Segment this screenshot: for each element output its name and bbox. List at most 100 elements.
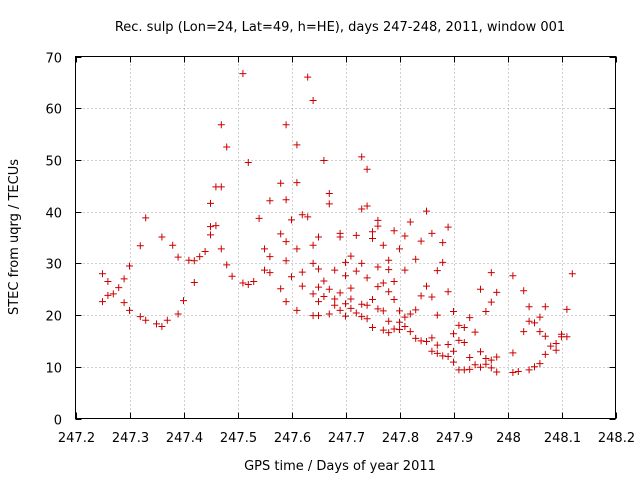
data-point xyxy=(433,349,441,357)
data-point xyxy=(163,316,171,324)
data-point xyxy=(487,269,495,277)
data-point xyxy=(282,196,290,204)
data-point xyxy=(277,285,285,293)
data-point xyxy=(325,310,333,318)
data-point xyxy=(390,277,398,285)
data-point xyxy=(525,366,533,374)
data-point xyxy=(304,73,312,81)
data-point xyxy=(266,253,274,261)
x-tick-label: 247.8 xyxy=(382,431,419,446)
data-point xyxy=(174,253,182,261)
data-point xyxy=(477,285,484,293)
data-point xyxy=(282,121,290,129)
data-point xyxy=(460,323,468,331)
data-point xyxy=(379,326,387,334)
data-point xyxy=(541,350,549,358)
data-point xyxy=(293,306,301,314)
data-point xyxy=(315,265,322,273)
data-point xyxy=(298,268,306,276)
data-point xyxy=(433,267,441,275)
data-point xyxy=(363,165,371,173)
x-tick-label: 247.6 xyxy=(274,431,311,446)
data-point xyxy=(406,310,414,318)
data-point xyxy=(385,256,393,264)
data-point xyxy=(185,256,193,264)
y-tick-label: 20 xyxy=(45,310,62,325)
data-point xyxy=(520,287,528,295)
data-point xyxy=(493,288,501,296)
data-point xyxy=(320,277,328,285)
data-point xyxy=(120,299,128,307)
data-point xyxy=(428,229,436,237)
data-point xyxy=(439,352,447,360)
data-point xyxy=(390,325,398,333)
y-tick-labels: 0 10 20 30 40 50 60 70 xyxy=(45,52,62,429)
data-point xyxy=(293,245,301,253)
x-axis-label: GPS time / Days of year 2011 xyxy=(244,459,436,474)
data-point xyxy=(552,346,560,354)
data-point xyxy=(347,252,355,260)
data-point xyxy=(325,190,333,198)
data-point xyxy=(347,295,355,303)
data-point xyxy=(196,253,204,261)
data-point xyxy=(342,258,349,266)
data-point xyxy=(433,311,441,319)
data-point xyxy=(374,283,382,291)
data-point xyxy=(417,237,425,245)
data-point xyxy=(315,298,322,306)
data-point xyxy=(385,288,393,296)
data-point xyxy=(417,337,425,345)
y-tick-label: 30 xyxy=(45,258,62,273)
data-point xyxy=(277,179,285,187)
data-point xyxy=(336,306,344,314)
data-point xyxy=(477,348,484,356)
x-tick-label: 247.9 xyxy=(436,431,473,446)
data-point xyxy=(136,242,144,250)
data-point xyxy=(466,314,474,322)
data-point xyxy=(466,365,474,373)
data-point xyxy=(401,232,409,240)
data-point xyxy=(282,238,290,246)
data-point xyxy=(358,205,366,213)
data-point xyxy=(352,309,360,317)
y-tick-label: 10 xyxy=(45,362,62,377)
data-point xyxy=(401,266,409,274)
data-point xyxy=(358,300,366,308)
data-point xyxy=(547,342,555,350)
x-tick-label: 247.7 xyxy=(328,431,365,446)
data-point xyxy=(379,279,387,287)
data-point xyxy=(207,223,214,231)
data-point xyxy=(482,307,490,315)
data-point xyxy=(568,270,576,278)
data-point xyxy=(158,233,166,241)
data-point xyxy=(433,341,441,349)
data-point xyxy=(342,300,349,308)
x-tick-label: 247.4 xyxy=(166,431,203,446)
data-point xyxy=(450,307,457,315)
data-point xyxy=(309,290,317,298)
data-point xyxy=(325,200,333,208)
data-point xyxy=(217,183,225,191)
data-point xyxy=(331,266,339,274)
chart-title: Rec. sulp (Lon=24, Lat=49, h=HE), days 2… xyxy=(115,20,565,35)
data-point xyxy=(536,360,544,368)
data-point xyxy=(142,214,150,222)
data-point xyxy=(363,202,371,210)
data-point xyxy=(352,267,360,275)
data-point xyxy=(288,216,295,224)
data-point xyxy=(282,298,290,306)
data-point xyxy=(471,361,479,369)
data-point xyxy=(347,304,355,312)
data-point xyxy=(390,296,398,304)
data-point xyxy=(266,197,274,205)
data-point xyxy=(320,156,328,164)
data-point xyxy=(406,218,414,226)
data-point xyxy=(444,223,452,231)
data-point xyxy=(336,289,344,297)
x-tick-label: 248.2 xyxy=(598,431,635,446)
x-tick-label: 248.1 xyxy=(544,431,581,446)
data-point xyxy=(487,356,495,364)
data-point xyxy=(201,247,209,255)
data-point xyxy=(315,283,322,291)
data-point xyxy=(331,301,339,309)
